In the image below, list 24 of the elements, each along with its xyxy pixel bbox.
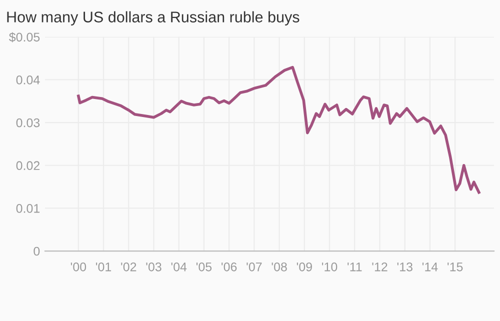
x-tick-label: '15 [448,262,463,272]
y-tick-label: $0.05 [8,32,40,42]
x-tick-label: '12 [372,262,388,272]
x-tick-label: '01 [96,262,112,272]
x-tick-label: '06 [222,262,237,272]
x-tick-label: '11 [348,262,362,272]
x-tick-label: '10 [322,262,338,272]
y-tick-label: 0.03 [16,118,40,128]
y-tick-label: 0.02 [16,161,40,170]
x-tick-label: '07 [246,262,262,272]
x-tick-label: '03 [146,262,162,272]
x-tick-label: '04 [171,262,187,272]
y-tick-label: 0.04 [16,76,40,84]
y-tick-label: 0 [34,246,40,256]
y-tick-label: 0.01 [16,204,40,213]
x-tick-label: '09 [296,262,312,272]
x-tick-label: '08 [272,262,287,272]
x-tick-label: '05 [196,262,212,272]
x-tick-label: '13 [397,262,412,272]
x-tick-label: '02 [121,262,136,272]
line-series [77,66,480,194]
x-tick-label: '14 [422,262,438,272]
chart-title: How many US dollars a Russian ruble buys [7,11,300,26]
x-tick-label: '00 [70,262,86,272]
